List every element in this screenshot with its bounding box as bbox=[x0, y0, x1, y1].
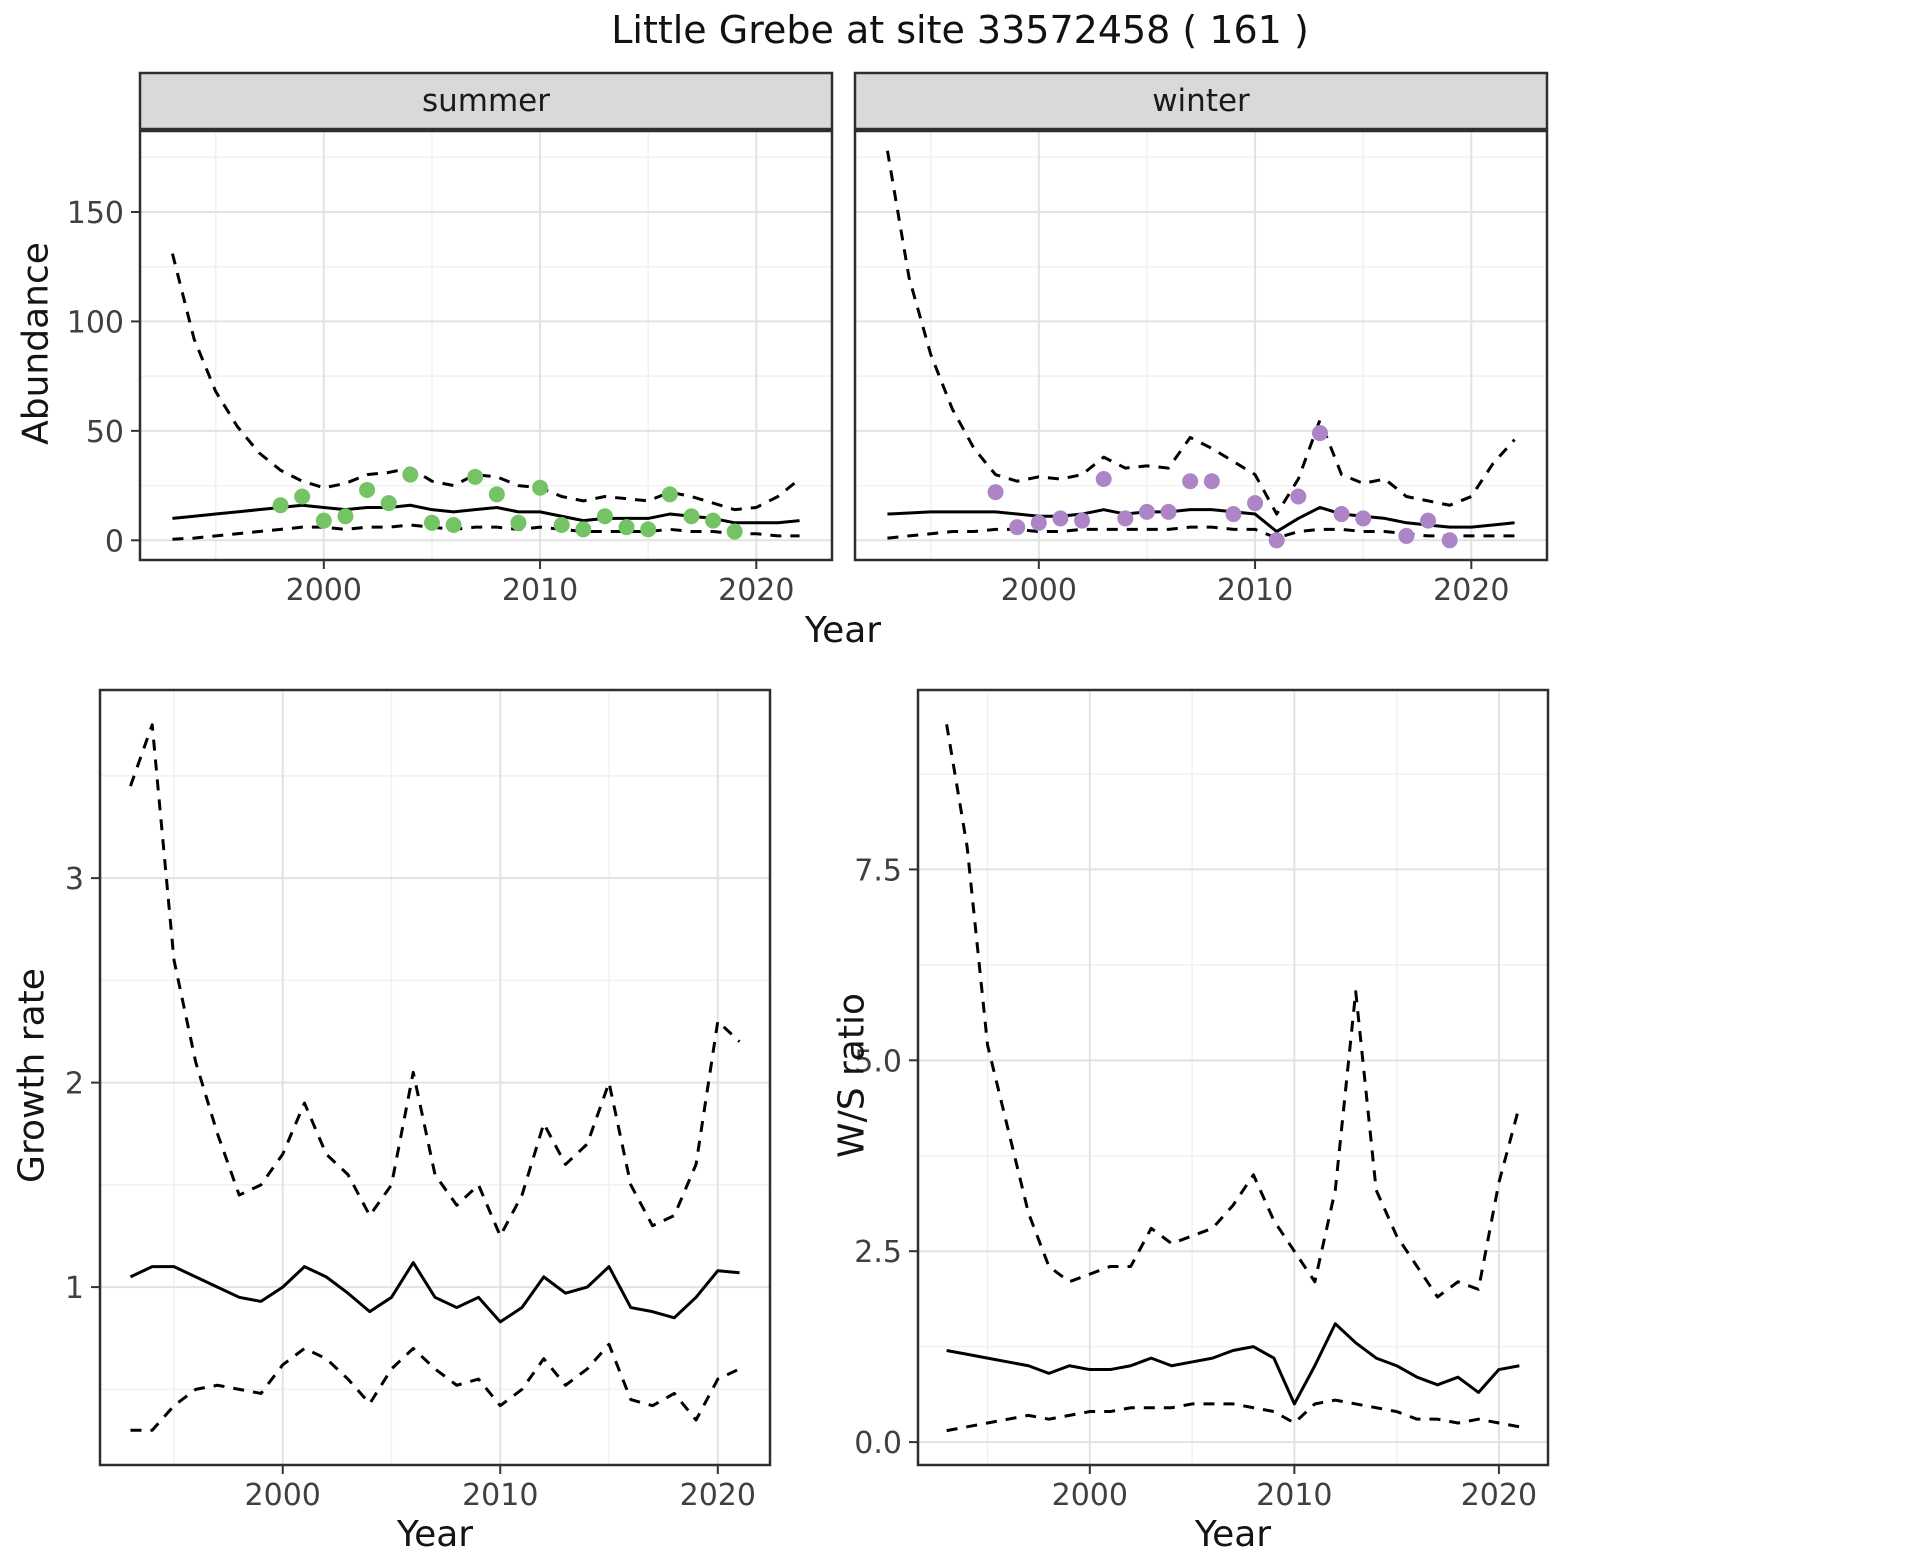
panel-abundance-summer: 2000 2010 2020 0 50 100 150 bbox=[67, 71, 834, 608]
abundance-winter-data-point bbox=[1225, 506, 1242, 523]
abundance-winter-data-point bbox=[1203, 473, 1220, 490]
ws-ratio-upper-ci-line bbox=[945, 724, 1521, 1299]
abundance-summer-data-point bbox=[423, 514, 440, 531]
ws-ratio-fit-line bbox=[946, 1322, 1520, 1406]
y-tick-label: 5.0 bbox=[854, 1044, 902, 1079]
abundance-winter-data-point bbox=[1095, 471, 1112, 488]
abundance-summer-data-point bbox=[532, 479, 549, 496]
abundance-axis-label: Abundance bbox=[15, 242, 57, 445]
abundance-winter-data-point bbox=[1398, 527, 1415, 544]
year-axis-label-top: Year bbox=[804, 610, 882, 651]
abundance-summer-data-point bbox=[402, 466, 419, 483]
abundance-winter-data-point bbox=[1182, 473, 1199, 490]
growth-rate-lower-ci-line bbox=[130, 1342, 741, 1432]
abundance-winter-fit-line bbox=[887, 505, 1515, 534]
x-tick-label: 2020 bbox=[718, 573, 794, 608]
abundance-summer-data-point bbox=[705, 512, 722, 529]
panel-border bbox=[138, 129, 834, 562]
x-tick-label: 2000 bbox=[1001, 573, 1077, 608]
abundance-winter-data-point bbox=[1117, 510, 1134, 527]
abundance-winter-data-point bbox=[987, 484, 1004, 501]
y-tick-label: 50 bbox=[86, 415, 124, 450]
abundance-summer-data-point bbox=[596, 508, 613, 525]
abundance-summer-data-point bbox=[618, 519, 635, 536]
panel-growth-rate: 2000 2010 2020 1 2 3 bbox=[65, 688, 772, 1513]
y-tick-label: 2 bbox=[65, 1067, 84, 1102]
abundance-summer-data-point bbox=[488, 486, 505, 503]
abundance-summer-data-point bbox=[661, 486, 678, 503]
abundance-summer-data-point bbox=[553, 516, 570, 533]
x-tick-label: 2000 bbox=[286, 573, 362, 608]
abundance-summer-upper-ci-line bbox=[170, 253, 801, 512]
x-tick-label: 2010 bbox=[1256, 1478, 1332, 1513]
year-axis-label-ws: Year bbox=[1194, 1514, 1272, 1555]
growth-rate-axis-label: Growth rate bbox=[11, 968, 53, 1183]
y-tick-label: 1 bbox=[65, 1271, 84, 1306]
x-tick-label: 2020 bbox=[680, 1478, 756, 1513]
abundance-summer-data-point bbox=[445, 516, 462, 533]
ws-ratio-lower-ci-line bbox=[946, 1398, 1520, 1433]
facet-strip-abundance-winter bbox=[853, 71, 1549, 131]
abundance-summer-data-point bbox=[315, 512, 332, 529]
abundance-winter-data-point bbox=[1247, 495, 1264, 512]
panel-ws-ratio: 2000 2010 2020 0.0 2.5 5.0 7.5 bbox=[854, 688, 1550, 1513]
abundance-winter-data-point bbox=[1160, 503, 1177, 520]
panel-border bbox=[916, 688, 1550, 1467]
x-tick-label: 2020 bbox=[1433, 573, 1509, 608]
y-tick-label: 0.0 bbox=[854, 1426, 902, 1461]
abundance-winter-data-point bbox=[1138, 503, 1155, 520]
abundance-winter-data-point bbox=[1052, 510, 1069, 527]
abundance-summer-data-point bbox=[575, 521, 592, 538]
x-tick-label: 2020 bbox=[1461, 1478, 1537, 1513]
y-tick-label: 150 bbox=[67, 196, 124, 231]
facet-strip-label-summer: summer bbox=[421, 83, 550, 119]
growth-rate-fit-line bbox=[129, 1261, 740, 1324]
abundance-winter-data-point bbox=[1268, 532, 1285, 549]
abundance-winter-data-point bbox=[1074, 512, 1091, 529]
abundance-summer-data-point bbox=[726, 523, 743, 540]
growth-rate-upper-ci-line bbox=[129, 723, 741, 1238]
figure-title: Little Grebe at site 33572458 ( 161 ) bbox=[611, 8, 1309, 52]
abundance-winter-data-point bbox=[1290, 488, 1307, 505]
x-tick-label: 2010 bbox=[1217, 573, 1293, 608]
abundance-summer-data-point bbox=[683, 508, 700, 525]
ws-ratio-axis-label: W/S ratio bbox=[831, 992, 873, 1159]
x-tick-label: 2010 bbox=[462, 1478, 538, 1513]
abundance-summer-data-point bbox=[337, 508, 354, 525]
abundance-winter-data-point bbox=[1420, 512, 1437, 529]
abundance-winter-upper-ci-line bbox=[885, 150, 1516, 516]
abundance-summer-data-point bbox=[272, 497, 289, 514]
y-tick-label: 7.5 bbox=[854, 853, 902, 888]
abundance-summer-lower-ci-line bbox=[172, 523, 800, 541]
abundance-summer-data-point bbox=[359, 481, 376, 498]
abundance-winter-data-point bbox=[1441, 532, 1458, 549]
facet-strip-abundance-summer bbox=[138, 71, 834, 131]
y-tick-label: 0 bbox=[105, 524, 124, 559]
abundance-summer-data-point bbox=[294, 488, 311, 505]
y-tick-label: 100 bbox=[67, 305, 124, 340]
x-tick-label: 2000 bbox=[1052, 1478, 1128, 1513]
abundance-winter-data-point bbox=[1030, 514, 1047, 531]
abundance-winter-data-point bbox=[1355, 510, 1372, 527]
x-tick-label: 2010 bbox=[502, 573, 578, 608]
abundance-summer-data-point bbox=[467, 468, 484, 485]
panel-border bbox=[98, 688, 772, 1467]
y-tick-label: 3 bbox=[65, 862, 84, 897]
year-axis-label-growth: Year bbox=[396, 1514, 474, 1555]
panel-abundance-winter: 2000 2010 2020 bbox=[853, 71, 1549, 608]
x-tick-label: 2000 bbox=[245, 1478, 321, 1513]
abundance-summer-data-point bbox=[380, 495, 397, 512]
abundance-summer-data-point bbox=[510, 514, 527, 531]
abundance-summer-data-point bbox=[640, 521, 657, 538]
abundance-winter-data-point bbox=[1333, 506, 1350, 523]
facet-strip-label-winter: winter bbox=[1152, 83, 1250, 119]
abundance-winter-data-point bbox=[1311, 425, 1328, 442]
panel-border bbox=[853, 129, 1549, 562]
y-tick-label: 2.5 bbox=[854, 1235, 902, 1270]
abundance-winter-data-point bbox=[1009, 519, 1026, 536]
